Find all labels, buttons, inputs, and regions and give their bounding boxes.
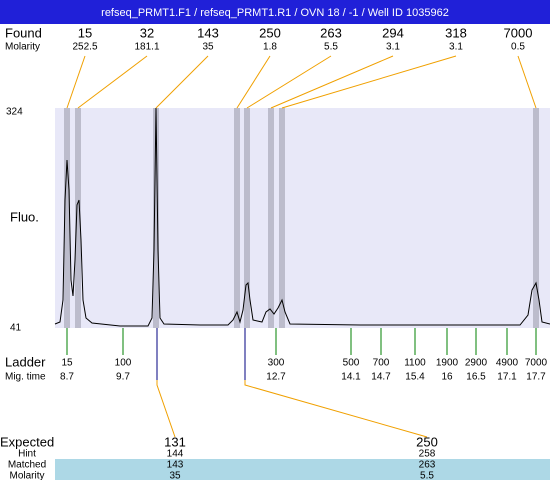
expected-molarity-label: Molarity <box>9 471 44 480</box>
peak-connector <box>270 55 394 109</box>
ladder-size: 15 <box>61 358 73 369</box>
ladder-time: 8.7 <box>60 372 74 383</box>
ladder-time: 16 <box>441 372 453 383</box>
expected-connector <box>156 380 176 438</box>
expected-connector <box>244 380 428 438</box>
found-label: Found <box>5 25 42 40</box>
peak-connector <box>281 55 457 109</box>
found-molarity: 181.1 <box>134 42 159 53</box>
ladder-size: 100 <box>115 358 132 369</box>
peak-band <box>64 108 70 328</box>
ladder-time: 15.4 <box>405 372 425 383</box>
ladder-size: 700 <box>373 358 390 369</box>
hint-size: 258 <box>419 449 436 460</box>
matched-size: 143 <box>167 460 184 471</box>
hint-size: 144 <box>167 449 184 460</box>
ladder-size: 7000 <box>525 358 548 369</box>
found-molarity: 0.5 <box>511 42 525 53</box>
ladder-time: 17.1 <box>497 372 517 383</box>
ladder-time: 12.7 <box>266 372 286 383</box>
ladder-time: 14.7 <box>371 372 391 383</box>
mig-time-label: Mig. time <box>5 372 46 383</box>
trace <box>54 107 550 327</box>
found-size: 7000 <box>504 25 533 40</box>
peak-connector <box>155 55 209 109</box>
found-size: 15 <box>78 25 92 40</box>
ladder-size: 4900 <box>496 358 519 369</box>
peak-connector <box>246 55 332 109</box>
ladder-size: 300 <box>268 358 285 369</box>
ladder-label: Ladder <box>5 354 46 369</box>
expected-size: 131 <box>164 434 186 449</box>
peak-connector <box>77 55 148 109</box>
matched-highlight <box>55 459 550 480</box>
peak-band <box>244 108 250 328</box>
found-molarity: 5.5 <box>324 42 338 53</box>
matched-size: 263 <box>419 460 436 471</box>
found-size: 250 <box>259 25 281 40</box>
matched-molarity: 35 <box>169 471 181 480</box>
molarity-label: Molarity <box>5 42 40 53</box>
matched-label: Matched <box>8 460 46 471</box>
ladder-time: 9.7 <box>116 372 130 383</box>
peak-connector <box>236 55 271 109</box>
ladder-size: 1100 <box>404 358 426 369</box>
peak-band <box>279 108 285 328</box>
peak-connector <box>517 55 537 109</box>
found-molarity: 3.1 <box>386 42 400 53</box>
ladder-time: 14.1 <box>341 372 361 383</box>
peak-connector <box>66 55 86 109</box>
peak-band <box>75 108 81 328</box>
found-size: 143 <box>197 25 219 40</box>
found-molarity: 252.5 <box>72 42 97 53</box>
ladder-time: 16.5 <box>466 372 486 383</box>
ladder-size: 2900 <box>465 358 488 369</box>
ladder-size: 500 <box>343 358 360 369</box>
peak-band <box>234 108 240 328</box>
plot-area <box>55 108 550 328</box>
found-size: 318 <box>445 25 467 40</box>
matched-molarity: 5.5 <box>420 471 434 480</box>
expected-label: Expected <box>0 434 54 449</box>
header-bar <box>0 0 550 24</box>
found-molarity: 3.1 <box>449 42 463 53</box>
ladder-time: 17.7 <box>526 372 546 383</box>
peak-band <box>533 108 539 328</box>
peak-band <box>153 108 159 328</box>
found-size: 294 <box>382 25 404 40</box>
hint-label: Hint <box>18 449 36 460</box>
found-size: 32 <box>140 25 154 40</box>
found-size: 263 <box>320 25 342 40</box>
y-min-label: 41 <box>10 323 22 334</box>
y-axis-label: Fluo. <box>10 209 39 224</box>
y-max-label: 324 <box>6 107 23 118</box>
found-molarity: 35 <box>202 42 214 53</box>
found-molarity: 1.8 <box>263 42 277 53</box>
expected-size: 250 <box>416 434 438 449</box>
header-title: refseq_PRMT1.F1 / refseq_PRMT1.R1 / OVN … <box>101 7 449 19</box>
ladder-size: 1900 <box>436 358 459 369</box>
peak-band <box>268 108 274 328</box>
